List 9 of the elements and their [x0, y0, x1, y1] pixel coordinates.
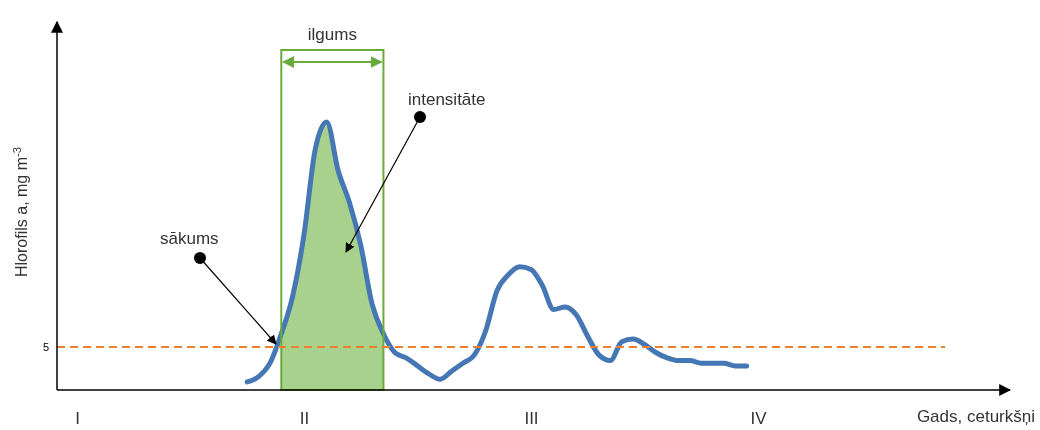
x-tick-label: II	[299, 409, 310, 429]
text: 5	[42, 341, 49, 354]
x-axis-title: Gads, ceturkšņi	[916, 407, 1035, 426]
text: intensitāte	[408, 90, 486, 109]
text: ilgums	[307, 25, 357, 44]
x-tick-label: I	[75, 409, 80, 429]
x-tick-label: IV	[750, 409, 768, 429]
annotation: sākums	[160, 229, 219, 248]
x-tick-label: III	[524, 409, 539, 429]
